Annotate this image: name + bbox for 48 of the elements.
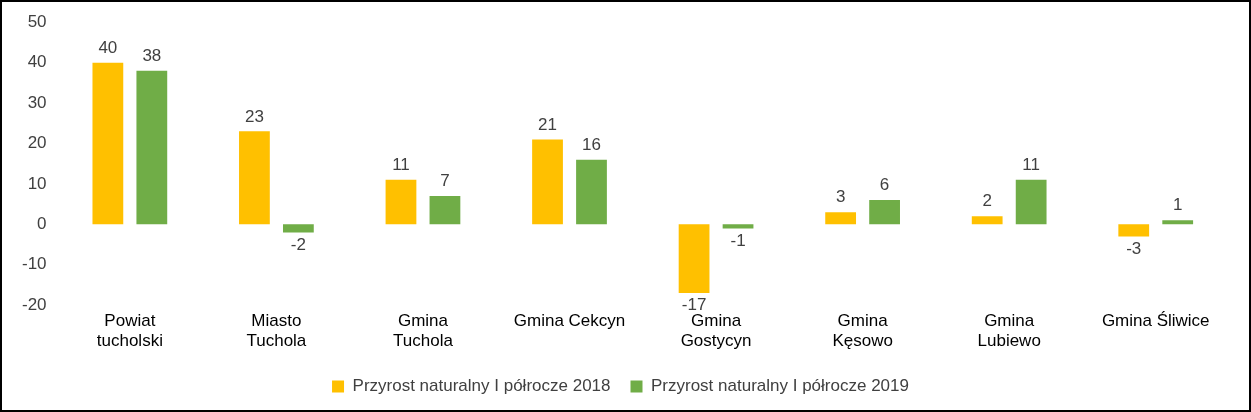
x-tick-label: Gmina Kęsowo (832, 311, 893, 351)
y-tick-label: -10 (21, 254, 47, 274)
data-label: 16 (582, 134, 601, 154)
bar (869, 200, 900, 225)
data-label: 21 (538, 114, 557, 134)
bar (1015, 179, 1047, 225)
bar (385, 179, 417, 225)
bar (283, 224, 314, 233)
data-label: -1 (730, 230, 746, 250)
y-tick-label: 30 (27, 92, 47, 112)
data-label: 11 (392, 155, 410, 175)
data-label: 1 (1172, 195, 1183, 215)
data-label: 6 (879, 175, 890, 195)
data-label: 3 (835, 187, 846, 207)
x-tick-label: Gmina Lubiewo (977, 311, 1041, 351)
data-label: -3 (1126, 238, 1142, 258)
bar (722, 224, 754, 229)
y-tick-label: 10 (27, 173, 47, 193)
y-tick-label: 0 (37, 214, 47, 234)
bar (825, 212, 857, 225)
bar (1118, 224, 1150, 237)
data-label: 40 (98, 37, 118, 57)
x-tick-label: Gmina Tuchola (393, 311, 454, 351)
bar (429, 196, 461, 225)
x-tick-label: Gmina Cekcyn (513, 311, 626, 331)
x-tick-label: Miasto Tuchola (246, 311, 307, 351)
bar (239, 131, 270, 225)
bar (532, 139, 563, 225)
bar (576, 159, 607, 225)
bar (678, 224, 710, 294)
y-tick-label: 40 (27, 52, 47, 72)
legend-label: Przyrost naturalny I półrocze 2019 (651, 376, 909, 396)
y-tick-label: 50 (27, 11, 47, 31)
bar (136, 70, 168, 225)
x-tick-label: Gmina Śliwice (1101, 311, 1210, 331)
bar (1162, 220, 1194, 225)
legend-label: Przyrost naturalny I półrocze 2018 (352, 376, 611, 396)
data-label: -2 (290, 234, 306, 254)
data-label: 38 (142, 45, 162, 65)
data-label: 23 (244, 106, 264, 126)
x-tick-label: Powiat tucholski (96, 311, 163, 351)
y-tick-label: -20 (21, 294, 47, 314)
data-label: 7 (440, 171, 450, 191)
y-tick-label: 20 (27, 133, 47, 153)
data-label: 11 (1022, 155, 1040, 175)
bar (92, 62, 124, 225)
data-label: 2 (982, 191, 992, 211)
bar (971, 216, 1003, 225)
